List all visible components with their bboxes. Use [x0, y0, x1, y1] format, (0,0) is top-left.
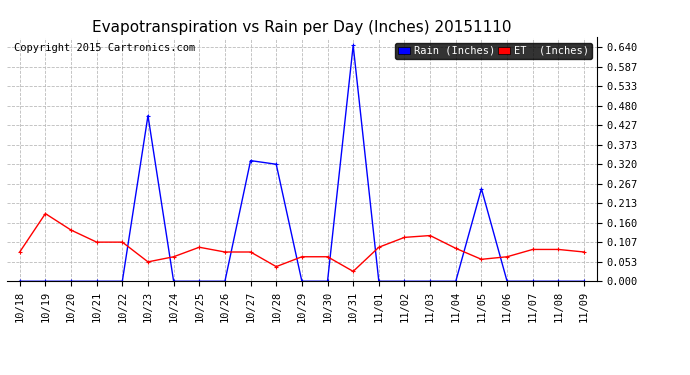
Legend: Rain (Inches), ET  (Inches): Rain (Inches), ET (Inches) [395, 43, 591, 59]
Text: Copyright 2015 Cartronics.com: Copyright 2015 Cartronics.com [14, 43, 195, 52]
Title: Evapotranspiration vs Rain per Day (Inches) 20151110: Evapotranspiration vs Rain per Day (Inch… [92, 20, 511, 35]
